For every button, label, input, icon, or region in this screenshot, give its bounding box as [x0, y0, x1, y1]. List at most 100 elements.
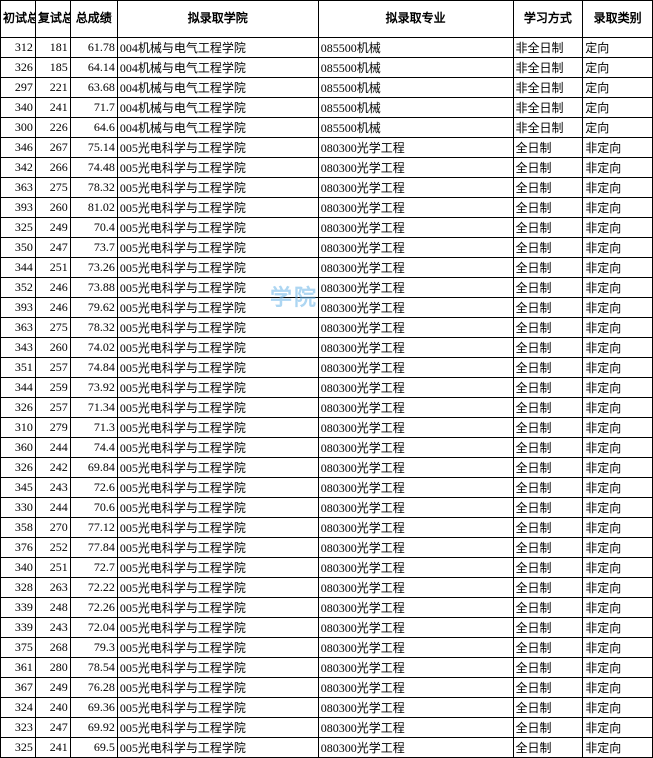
header-c6: 学习方式 [513, 1, 583, 38]
cell-c3: 78.32 [70, 178, 117, 198]
cell-c6: 全日制 [513, 458, 583, 478]
cell-c2: 244 [35, 498, 70, 518]
table-row: 32618564.14004机械与电气工程学院085500机械非全日制定向 [1, 58, 653, 78]
cell-c4: 005光电科学与工程学院 [117, 218, 318, 238]
cell-c3: 61.78 [70, 38, 117, 58]
header-c1: 初试总成绩 [1, 1, 36, 38]
cell-c3: 73.92 [70, 378, 117, 398]
cell-c4: 005光电科学与工程学院 [117, 158, 318, 178]
cell-c1: 343 [1, 338, 36, 358]
cell-c5: 080300光学工程 [318, 258, 513, 278]
cell-c6: 全日制 [513, 738, 583, 758]
table-row: 32624269.84005光电科学与工程学院080300光学工程全日制非定向 [1, 458, 653, 478]
cell-c7: 非定向 [583, 258, 653, 278]
table-row: 32424069.36005光电科学与工程学院080300光学工程全日制非定向 [1, 698, 653, 718]
cell-c4: 005光电科学与工程学院 [117, 518, 318, 538]
cell-c1: 350 [1, 238, 36, 258]
cell-c5: 085500机械 [318, 58, 513, 78]
table-row: 36327578.32005光电科学与工程学院080300光学工程全日制非定向 [1, 318, 653, 338]
cell-c6: 全日制 [513, 618, 583, 638]
cell-c5: 080300光学工程 [318, 278, 513, 298]
cell-c2: 279 [35, 418, 70, 438]
cell-c1: 340 [1, 558, 36, 578]
cell-c7: 非定向 [583, 678, 653, 698]
cell-c5: 080300光学工程 [318, 218, 513, 238]
table-row: 37526879.3005光电科学与工程学院080300光学工程全日制非定向 [1, 638, 653, 658]
cell-c7: 非定向 [583, 438, 653, 458]
cell-c2: 221 [35, 78, 70, 98]
cell-c5: 080300光学工程 [318, 418, 513, 438]
cell-c4: 005光电科学与工程学院 [117, 178, 318, 198]
cell-c2: 266 [35, 158, 70, 178]
cell-c7: 非定向 [583, 238, 653, 258]
cell-c5: 080300光学工程 [318, 398, 513, 418]
cell-c6: 全日制 [513, 578, 583, 598]
header-c4: 拟录取学院 [117, 1, 318, 38]
cell-c5: 080300光学工程 [318, 358, 513, 378]
cell-c6: 全日制 [513, 238, 583, 258]
cell-c3: 71.7 [70, 98, 117, 118]
cell-c6: 全日制 [513, 558, 583, 578]
table-row: 32625771.34005光电科学与工程学院080300光学工程全日制非定向 [1, 398, 653, 418]
cell-c2: 241 [35, 738, 70, 758]
cell-c3: 71.34 [70, 398, 117, 418]
cell-c1: 300 [1, 118, 36, 138]
cell-c2: 247 [35, 238, 70, 258]
cell-c2: 185 [35, 58, 70, 78]
cell-c5: 080300光学工程 [318, 438, 513, 458]
cell-c1: 361 [1, 658, 36, 678]
cell-c1: 324 [1, 698, 36, 718]
cell-c5: 080300光学工程 [318, 238, 513, 258]
cell-c4: 005光电科学与工程学院 [117, 238, 318, 258]
cell-c4: 004机械与电气工程学院 [117, 58, 318, 78]
cell-c6: 全日制 [513, 538, 583, 558]
cell-c3: 76.28 [70, 678, 117, 698]
cell-c4: 005光电科学与工程学院 [117, 738, 318, 758]
cell-c4: 005光电科学与工程学院 [117, 538, 318, 558]
cell-c2: 240 [35, 698, 70, 718]
cell-c4: 005光电科学与工程学院 [117, 278, 318, 298]
cell-c2: 181 [35, 38, 70, 58]
cell-c7: 定向 [583, 98, 653, 118]
cell-c3: 71.3 [70, 418, 117, 438]
cell-c5: 080300光学工程 [318, 658, 513, 678]
cell-c2: 249 [35, 218, 70, 238]
table-row: 29722163.68004机械与电气工程学院085500机械非全日制定向 [1, 78, 653, 98]
cell-c6: 全日制 [513, 498, 583, 518]
cell-c1: 326 [1, 398, 36, 418]
table-row: 33924372.04005光电科学与工程学院080300光学工程全日制非定向 [1, 618, 653, 638]
table-row: 32524169.5005光电科学与工程学院080300光学工程全日制非定向 [1, 738, 653, 758]
cell-c7: 非定向 [583, 378, 653, 398]
cell-c5: 080300光学工程 [318, 698, 513, 718]
cell-c6: 非全日制 [513, 58, 583, 78]
cell-c4: 005光电科学与工程学院 [117, 138, 318, 158]
cell-c2: 270 [35, 518, 70, 538]
cell-c7: 非定向 [583, 618, 653, 638]
table-row: 36024474.4005光电科学与工程学院080300光学工程全日制非定向 [1, 438, 653, 458]
table-row: 37625277.84005光电科学与工程学院080300光学工程全日制非定向 [1, 538, 653, 558]
cell-c7: 非定向 [583, 498, 653, 518]
cell-c2: 268 [35, 638, 70, 658]
header-c5: 拟录取专业 [318, 1, 513, 38]
table-row: 31218161.78004机械与电气工程学院085500机械非全日制定向 [1, 38, 653, 58]
cell-c1: 310 [1, 418, 36, 438]
cell-c5: 080300光学工程 [318, 558, 513, 578]
cell-c2: 257 [35, 398, 70, 418]
table-row: 34425973.92005光电科学与工程学院080300光学工程全日制非定向 [1, 378, 653, 398]
cell-c2: 280 [35, 658, 70, 678]
cell-c7: 非定向 [583, 218, 653, 238]
cell-c6: 非全日制 [513, 38, 583, 58]
cell-c4: 005光电科学与工程学院 [117, 338, 318, 358]
cell-c4: 005光电科学与工程学院 [117, 418, 318, 438]
cell-c2: 249 [35, 678, 70, 698]
cell-c4: 005光电科学与工程学院 [117, 398, 318, 418]
cell-c7: 非定向 [583, 358, 653, 378]
table-row: 39324679.62005光电科学与工程学院080300光学工程全日制非定向 [1, 298, 653, 318]
cell-c3: 78.32 [70, 318, 117, 338]
cell-c7: 非定向 [583, 138, 653, 158]
cell-c1: 346 [1, 138, 36, 158]
cell-c1: 367 [1, 678, 36, 698]
cell-c6: 全日制 [513, 378, 583, 398]
cell-c7: 非定向 [583, 578, 653, 598]
cell-c1: 326 [1, 58, 36, 78]
